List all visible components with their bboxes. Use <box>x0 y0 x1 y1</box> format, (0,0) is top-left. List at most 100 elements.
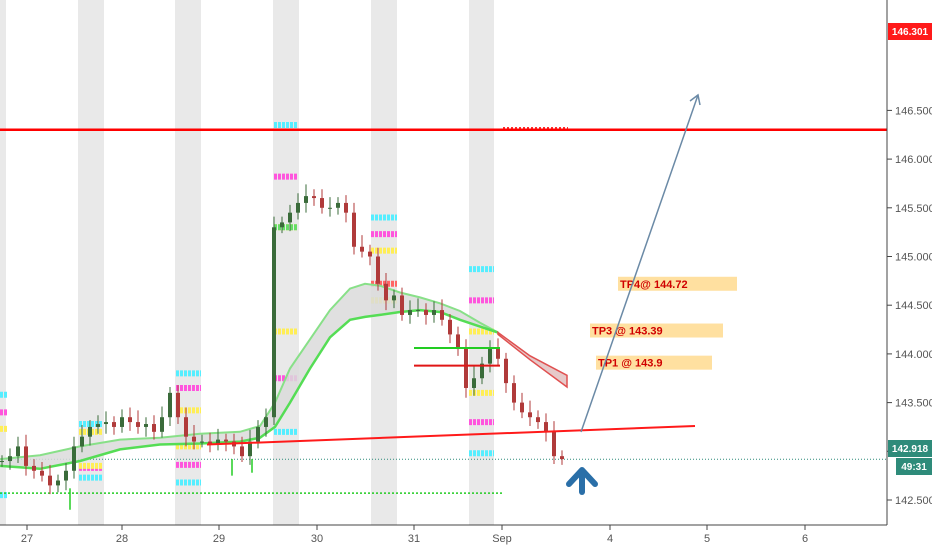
candle-body <box>272 227 276 418</box>
candle-body <box>208 441 212 444</box>
candle-body <box>64 470 68 481</box>
candle-body <box>536 417 540 423</box>
candle-body <box>144 424 148 427</box>
candle-body <box>528 412 532 418</box>
candle-body <box>184 417 188 437</box>
candle-body <box>408 310 412 315</box>
y-tick-label: 146.500 <box>895 105 932 117</box>
candle-body <box>104 422 108 425</box>
candle-body <box>48 475 52 486</box>
candle-body <box>384 283 388 301</box>
candle-body <box>552 431 556 457</box>
candle-body <box>136 422 140 427</box>
band-projection <box>497 331 568 389</box>
candle-body <box>376 256 380 284</box>
resistance-price-badge: 146.301 <box>888 23 932 40</box>
candle-body <box>424 310 428 315</box>
y-tick-label: 144.500 <box>895 300 932 312</box>
candle-body <box>560 456 564 460</box>
projection-arrow-line[interactable] <box>580 94 699 433</box>
x-tick-label: 5 <box>704 533 710 545</box>
resistance-price-label: 146.301 <box>892 27 929 38</box>
candle-body <box>24 446 28 466</box>
candle-body <box>496 349 500 359</box>
candle-body <box>192 436 196 442</box>
candle-body <box>280 222 284 228</box>
candle-body <box>80 436 84 447</box>
moving-average-band <box>0 283 498 469</box>
time-axis[interactable]: 27 28 29 30 31 Sep 4 5 6 <box>21 525 808 545</box>
x-tick-label: 30 <box>311 533 323 545</box>
y-tick-label: 146.000 <box>895 154 932 166</box>
candle-body <box>448 319 452 335</box>
candle-body <box>432 310 436 315</box>
y-tick-label: 143.500 <box>895 398 932 410</box>
candle-body <box>224 439 228 442</box>
candle-body <box>368 251 372 257</box>
candle-body <box>216 439 220 444</box>
session-shade <box>469 0 494 525</box>
candle-body <box>504 358 508 384</box>
candle-body <box>168 392 172 418</box>
target-box <box>618 276 737 291</box>
candle-body <box>360 246 364 252</box>
x-tick-label: 27 <box>21 533 33 545</box>
candle-body <box>160 417 164 432</box>
x-tick-label: Sep <box>492 533 512 545</box>
candle-body <box>240 446 244 457</box>
target-box <box>590 323 723 338</box>
x-tick-label: 29 <box>213 533 225 545</box>
candle-body <box>392 295 396 301</box>
trendline[interactable] <box>206 424 696 446</box>
candle-body <box>200 441 204 443</box>
candle-body <box>416 310 420 312</box>
candle-body <box>472 378 476 388</box>
candle-body <box>400 295 404 315</box>
candle-body <box>288 212 292 223</box>
candle-body <box>176 392 180 418</box>
target-label: TP1 @ 143.9 <box>598 358 663 370</box>
candle-body <box>8 456 12 462</box>
target-label: TP3 @ 143.39 <box>592 326 663 338</box>
session-shade <box>371 0 397 525</box>
y-tick-label: 145.500 <box>895 203 932 215</box>
candle-body <box>520 402 524 413</box>
candle-body <box>336 202 340 208</box>
candle-body <box>304 196 308 203</box>
candle-body <box>352 212 356 247</box>
y-tick-label: 142.500 <box>895 495 932 507</box>
candle-body <box>120 417 124 427</box>
candle-body <box>0 461 4 463</box>
x-tick-label: 31 <box>408 533 420 545</box>
candle-body <box>328 207 332 209</box>
candle-body <box>488 349 492 364</box>
candle-body <box>72 446 76 471</box>
candle-body <box>264 417 268 427</box>
candlestick-series <box>0 184 564 510</box>
candle-body <box>456 334 460 350</box>
candle-body <box>480 363 484 379</box>
x-tick-label: 4 <box>607 533 613 545</box>
candle-body <box>320 198 324 208</box>
candle-body <box>112 422 116 427</box>
candle-body <box>440 310 444 320</box>
candle-body <box>152 424 156 432</box>
current-price-badge: 142.918 <box>888 440 932 457</box>
x-tick-label: 6 <box>802 533 808 545</box>
candle-body <box>344 202 348 213</box>
candle-body <box>56 480 60 486</box>
candle-body <box>544 422 548 432</box>
target-box <box>596 355 712 370</box>
up-arrow-icon <box>566 467 598 495</box>
candle-body <box>96 424 100 427</box>
candle-body <box>248 441 252 457</box>
candle-body <box>312 196 316 199</box>
candle-body <box>40 470 44 476</box>
session-shade <box>273 0 299 525</box>
target-labels: TP4@ 144.72 TP3 @ 143.39 TP1 @ 143.9 <box>590 276 737 370</box>
countdown-badge: 49:31 <box>896 458 932 475</box>
candle-body <box>16 446 20 457</box>
candle-body <box>464 349 468 388</box>
